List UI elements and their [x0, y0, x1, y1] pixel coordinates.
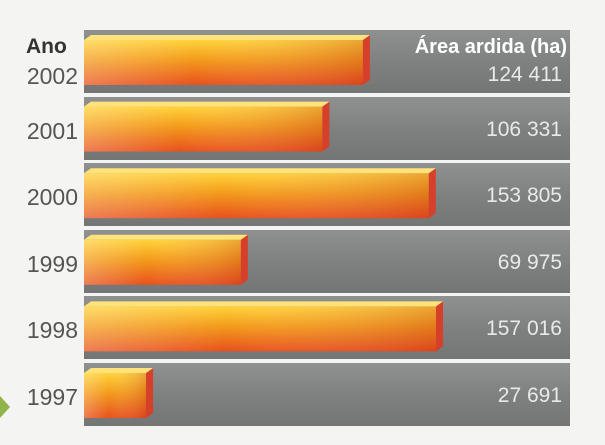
- bar-sheen: [84, 306, 436, 352]
- bar-sheen: [84, 40, 363, 85]
- bar-end-face: [322, 101, 330, 152]
- bar-2002: [84, 35, 370, 85]
- bar-top-face: [84, 35, 370, 40]
- value-label: 153 805: [486, 184, 562, 208]
- bar-top-face: [84, 101, 330, 107]
- year-label: 1997: [26, 384, 78, 410]
- value-label: 69 975: [497, 250, 562, 274]
- bar-2000: [84, 168, 436, 219]
- value-label: 157 016: [486, 317, 562, 341]
- year-label: 2002: [26, 63, 78, 89]
- value-header: Área ardida (ha): [414, 36, 567, 58]
- bar-top-face: [84, 168, 436, 174]
- bar-end-face: [240, 234, 248, 285]
- bar-1998: [84, 301, 443, 352]
- bar-sheen: [84, 106, 323, 152]
- row-panel: [84, 363, 570, 426]
- bar-end-face: [428, 168, 436, 219]
- bar-2001: [84, 101, 330, 152]
- bar-top-face: [84, 368, 154, 373]
- arrow-decoration-icon: [0, 396, 10, 418]
- category-header: Ano: [26, 35, 67, 58]
- bar-end-face: [436, 301, 443, 352]
- year-label: 1999: [26, 250, 78, 277]
- bar-top-face: [84, 301, 443, 307]
- bar-sheen: [84, 239, 241, 285]
- value-label: 27 691: [497, 384, 562, 407]
- bar-end-face: [362, 35, 370, 85]
- year-label: 2000: [26, 184, 78, 211]
- bar-1997: [84, 368, 154, 418]
- bar-end-face: [146, 368, 154, 418]
- year-label: 1998: [26, 317, 78, 344]
- year-label: 2001: [26, 117, 78, 144]
- value-label: 124 411: [487, 63, 562, 86]
- bar-sheen: [84, 173, 429, 219]
- bar-1999: [84, 234, 248, 285]
- bar-sheen: [84, 373, 147, 418]
- value-label: 106 331: [486, 117, 562, 141]
- bar-top-face: [84, 234, 248, 240]
